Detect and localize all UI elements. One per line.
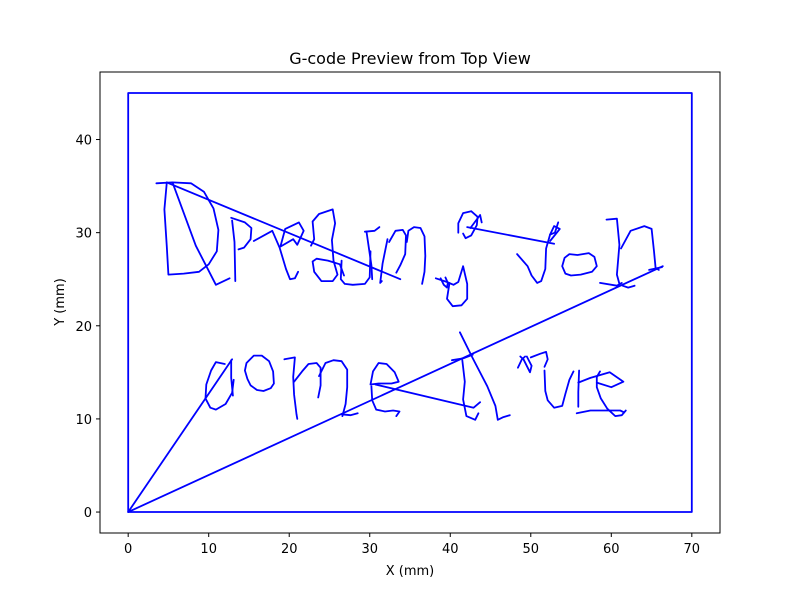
toolpath-segment-33 [283,356,299,420]
toolpath-segment-39 [374,383,482,409]
toolpath-segment-3 [155,181,220,276]
toolpath-segment-46 [543,369,575,409]
toolpath-segment-40 [461,359,480,421]
y-tick-label: 40 [75,134,92,149]
toolpath-segment-48 [575,409,626,415]
toolpath-segment-32 [243,354,275,392]
toolpath-segment-18 [434,265,469,308]
toolpath-segment-50 [577,371,625,389]
toolpath-segment-47 [577,369,580,408]
toolpath-segment-22 [516,221,560,284]
toolpath-segment-21 [466,226,555,245]
toolpath-segment-37 [369,362,400,386]
x-axis-label: X (mm) [386,564,435,579]
toolpath-segment-24 [561,252,598,277]
toolpath-segment-49 [595,370,627,418]
y-tick-label: 10 [75,413,92,428]
toolpath-segment-45 [517,355,526,369]
x-tick-label: 60 [603,542,620,557]
toolpath-segment-14 [379,238,389,284]
toolpath-segment-16 [405,226,427,285]
x-tick-label: 30 [361,542,378,557]
toolpath-segment-38 [370,385,401,418]
toolpath-segment-11 [339,250,372,286]
toolpath-segment-29 [648,266,663,271]
toolpath-segment-41 [450,353,474,362]
x-tick-label: 0 [124,542,132,557]
chart-title: G-code Preview from Top View [289,49,531,68]
y-axis: 0 10 20 30 40 [75,134,100,521]
toolpath-segment-19 [457,210,479,240]
toolpath-segment-6 [231,219,237,283]
toolpath-segment-34 [293,362,322,399]
toolpath-segment-5 [165,181,402,281]
toolpath-segment-35 [318,359,349,418]
toolpath-segment-8 [252,229,300,281]
toolpath-segment-36 [340,412,359,417]
x-tick-label: 20 [281,542,298,557]
toolpath-segment-20 [469,214,483,229]
toolpath-segment-28 [621,284,636,289]
toolpath-segment-26 [605,217,621,285]
x-tick-label: 40 [442,542,459,557]
toolpath-series [127,92,693,513]
toolpath-segment-4 [171,181,231,286]
plot-area-frame [99,71,721,534]
toolpath-segment-42 [458,331,511,421]
toolpath-segment-15 [388,228,407,274]
x-tick-label: 70 [684,542,701,557]
toolpath-segment-10 [310,208,345,283]
x-tick-label: 50 [523,542,540,557]
toolpath-segment-23 [549,225,561,242]
y-tick-label: 30 [75,227,92,242]
toolpath-segment-9 [279,221,305,248]
toolpath-segment-0 [127,92,693,513]
toolpath-segment-1 [127,358,234,513]
toolpath-segment-31 [204,361,235,411]
toolpath-segment-12 [365,230,374,281]
y-tick-label: 20 [75,320,92,335]
y-tick-label: 0 [84,506,92,521]
toolpath-segment-7 [230,216,253,251]
x-axis: 0 10 20 30 40 50 60 70 [124,533,700,557]
y-axis-label: Y (mm) [53,278,68,327]
toolpath-segment-43 [529,350,549,368]
toolpath-segment-13 [363,226,381,233]
x-tick-label: 10 [200,542,217,557]
